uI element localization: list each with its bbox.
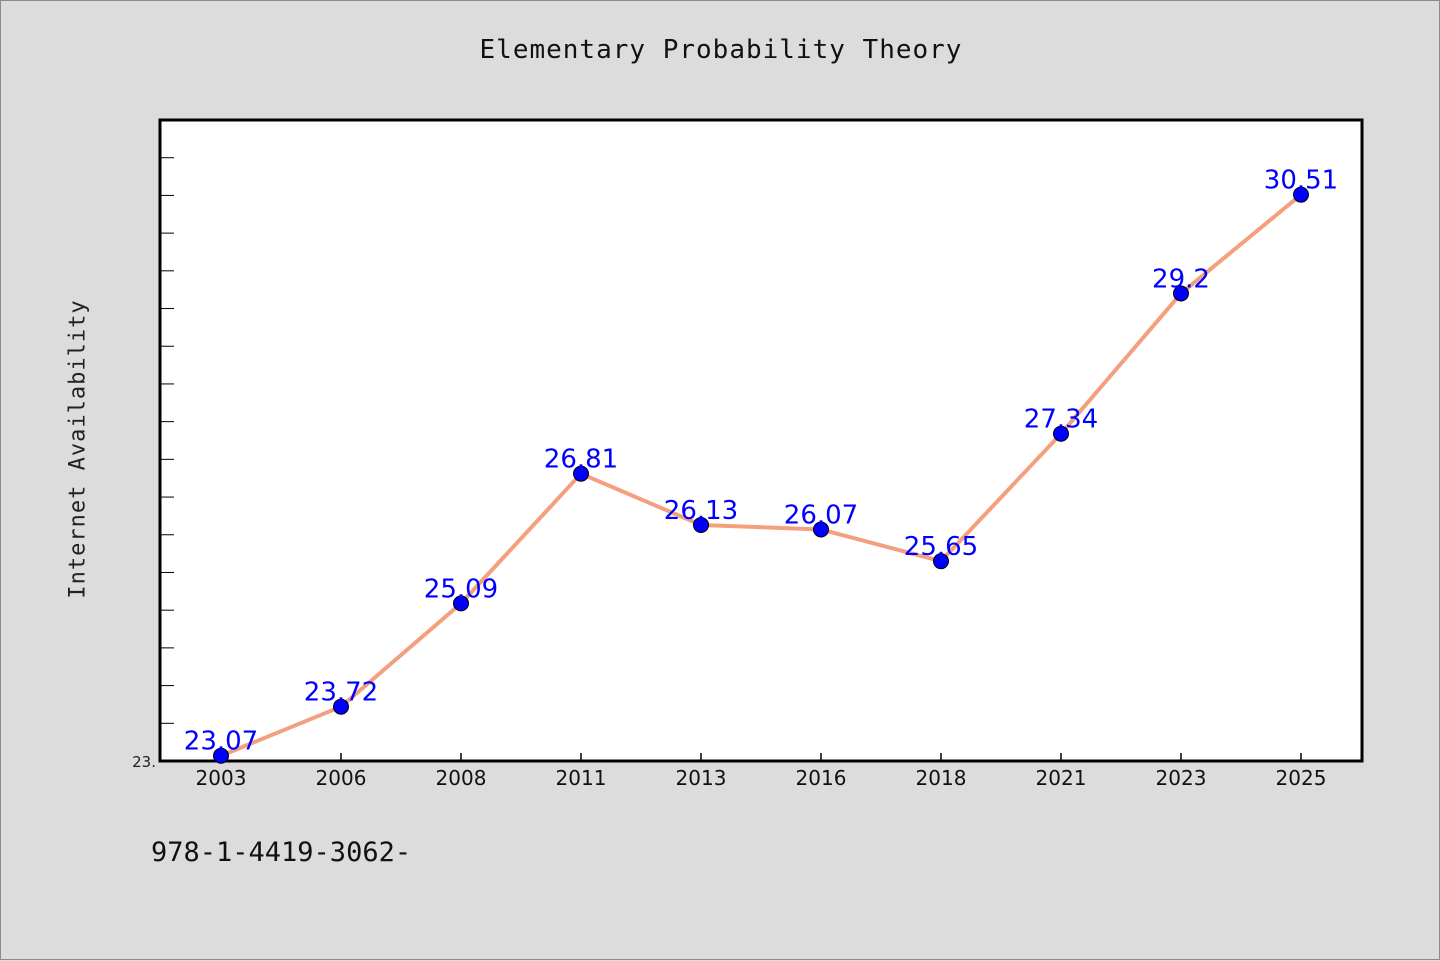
x-tick-label: 2023	[1156, 766, 1207, 790]
x-tick-label: 2006	[316, 766, 367, 790]
x-tick-label: 2003	[196, 766, 247, 790]
data-label: 27.34	[1024, 405, 1098, 435]
data-label: 23.07	[184, 727, 258, 757]
y-tick-label: 23.	[132, 753, 156, 771]
data-point	[333, 698, 349, 715]
x-tick-label: 2013	[676, 766, 727, 790]
x-tick-label: 2008	[436, 766, 487, 790]
chart-title: Elementary Probability Theory	[479, 35, 963, 65]
data-label: 25.09	[424, 574, 498, 604]
data-point	[453, 595, 469, 612]
data-label: 25.65	[904, 532, 978, 562]
data-label: 26.13	[664, 496, 738, 526]
plot-area	[158, 118, 1364, 763]
footer-text: 978-1-4419-3062-	[151, 837, 412, 868]
data-point	[933, 553, 949, 570]
data-point	[573, 465, 589, 482]
x-tick-label: 2025	[1276, 766, 1327, 790]
series-line	[220, 193, 1303, 758]
data-label: 26.81	[544, 445, 618, 475]
data-point	[1053, 425, 1069, 442]
data-label: 26.07	[784, 500, 858, 530]
data-point	[1293, 186, 1309, 203]
x-tick-label: 2011	[556, 766, 607, 790]
data-point	[213, 747, 229, 764]
x-tick-label: 2021	[1036, 766, 1087, 790]
data-point	[1173, 285, 1189, 302]
x-tick-label: 2018	[916, 766, 967, 790]
data-point	[813, 521, 829, 538]
data-label: 23.72	[304, 678, 378, 708]
data-point	[693, 516, 709, 533]
data-label: 29.2	[1152, 264, 1210, 294]
data-label: 30.51	[1264, 166, 1338, 196]
x-tick-label: 2016	[796, 766, 847, 790]
